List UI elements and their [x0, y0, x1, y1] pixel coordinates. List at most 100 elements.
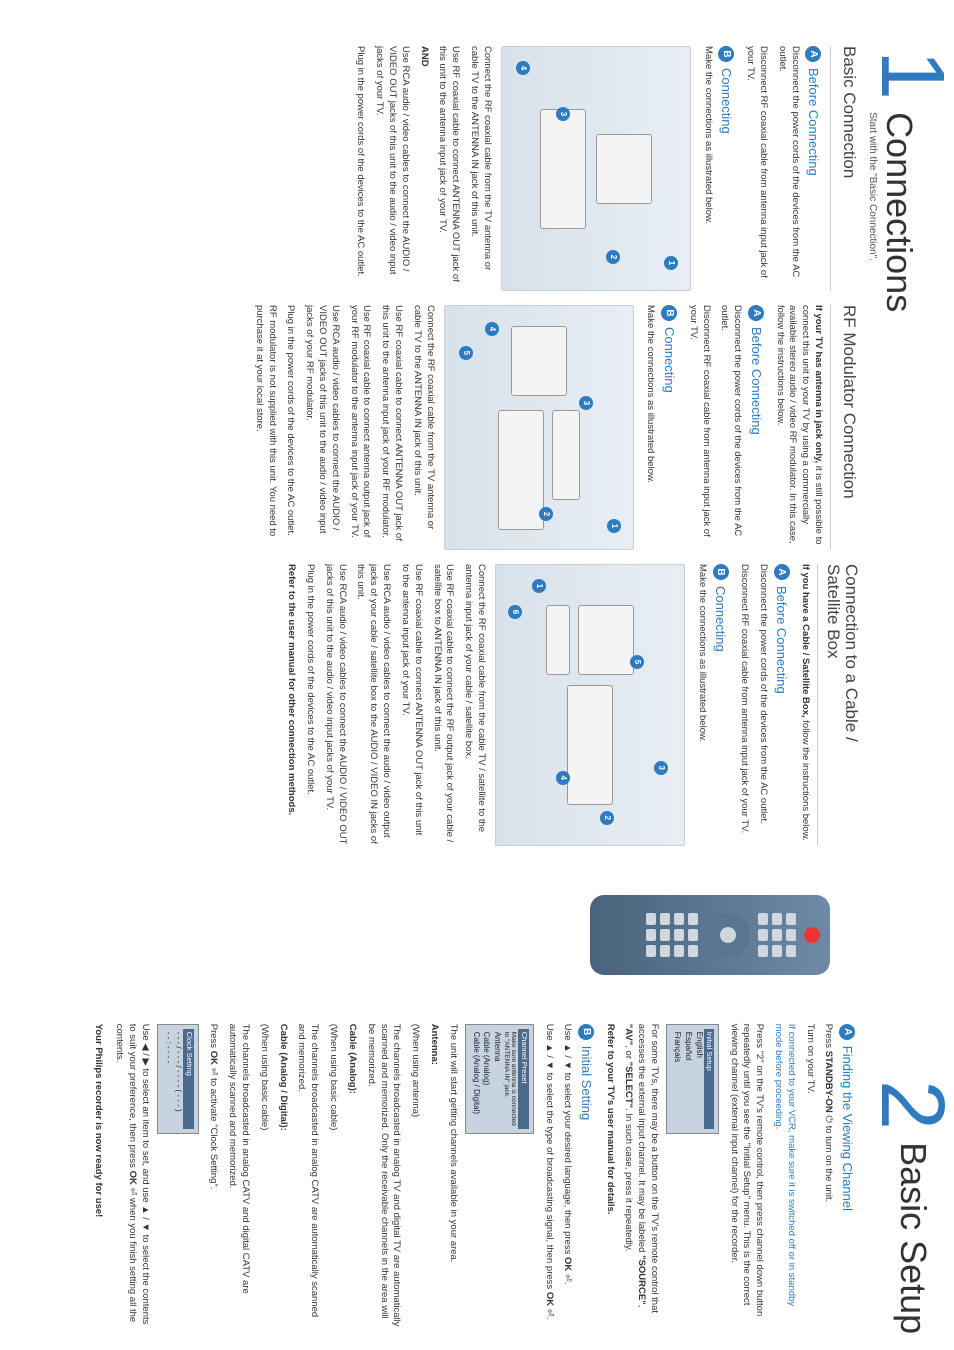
menu2-header: Channel Preset	[518, 1029, 528, 1129]
section-2-title: Basic Setup	[864, 1142, 954, 1334]
section-2-number: 2	[864, 1080, 954, 1142]
c3-diagram: 1 2 3 4 5 6	[495, 564, 685, 846]
s2-a-2: If connected to your VCR, make sure it i…	[771, 1024, 797, 1330]
c2-b-label: Connecting	[660, 327, 678, 393]
page: 1 Connections Start with the "Basic Conn…	[0, 0, 954, 1350]
s2-a-3: Press "2" on the TV's remote control, th…	[727, 1024, 765, 1330]
menu3-row: - - : - - - -	[162, 1029, 173, 1129]
c1-post-1: Use RF coaxial cable to connect ANTENNA …	[436, 46, 462, 291]
badge-2-icon: 2	[539, 507, 553, 521]
c3-post-5: Plug in the power cords of the devices t…	[303, 564, 316, 846]
s2-b-label: Initial Setting	[577, 1046, 595, 1120]
dpad-icon	[706, 913, 750, 957]
badge-2-icon: 2	[606, 250, 620, 264]
c1-b-label: Connecting	[718, 68, 736, 134]
badge-a-icon	[774, 564, 790, 580]
menu-clock-setting: Clock Setting - - - / - - - / - - - - ( …	[157, 1024, 199, 1134]
col-basic-connection: Basic Connection Before Connecting Disco…	[20, 46, 860, 291]
s2-a2-0: For some TVs, there may be a button on t…	[622, 1024, 660, 1330]
recorder-icon	[498, 410, 544, 530]
c1-b-p1: Make the connections as illustrated belo…	[701, 46, 714, 291]
c2-a-label: Before Connecting	[747, 327, 765, 435]
menu1-row: English	[693, 1029, 704, 1129]
menu2-row: Make sure antenna is connected to "ANTEN…	[502, 1029, 518, 1129]
tv-icon	[511, 326, 567, 396]
badge-a-icon	[839, 1024, 855, 1040]
menu1-row: Español	[682, 1029, 693, 1129]
menu3-row: - - - / - - - / - - - - ( - - - )	[173, 1029, 184, 1129]
s2-b3-0: Use ◀ / ▶ to select an item to set, and …	[112, 1024, 150, 1330]
c2-post-5: RF modulator is not supplied with this u…	[252, 305, 278, 550]
badge-4-icon: 4	[485, 322, 499, 336]
s2-b2-9: The channels broadcasted in analog CATV …	[225, 1024, 251, 1330]
s2-b2-1: Antenna:	[427, 1024, 440, 1330]
badge-1-icon: 1	[532, 579, 546, 593]
badge-3-icon: 3	[556, 107, 570, 121]
c3-a-p1: Disconnect the power cords of the device…	[756, 564, 769, 846]
rf-modulator-icon	[552, 410, 580, 500]
badge-3-icon: 3	[654, 761, 668, 775]
menu2-row: Cable (Analog / Digital)	[470, 1029, 481, 1129]
s2-a2-1: Refer to your TV's user manual for detai…	[603, 1024, 616, 1330]
c1-title: Basic Connection	[837, 46, 860, 291]
c2-post-1: Use RF coaxial cable to connect ANTENNA …	[378, 305, 404, 550]
c2-title: RF Modulator Connection	[837, 305, 860, 550]
badge-b-icon	[578, 1024, 594, 1040]
c3-post-3: Use RCA audio / video cables to connect …	[354, 564, 392, 846]
c3-b-label: Connecting	[712, 586, 730, 652]
c3-post-0: Connect the RF coaxial cable from the ca…	[461, 564, 487, 846]
badge-1-icon: 1	[664, 256, 678, 270]
c1-post-0: Connect the RF coaxial cable from the TV…	[467, 46, 493, 291]
c2-post-2: Use RF coaxial cable to connect antenna …	[347, 305, 373, 550]
section-2-header: 2 Basic Setup	[864, 830, 954, 1350]
tv-icon	[578, 605, 634, 675]
s2-b-1: Use ▲ / ▼ to select the type of broadcas…	[542, 1024, 555, 1330]
badge-b-icon	[719, 46, 735, 62]
menu-initial-setup: Initial Setup English Español Français	[666, 1024, 719, 1134]
section-1-subtitle: Start with the "Basic Connection".	[867, 112, 878, 312]
menu2-row: Antenna	[491, 1029, 502, 1129]
c2-a-p2: Disconnect RF coaxial cable from antenna…	[686, 305, 712, 550]
menu1-header: Initial Setup	[704, 1029, 714, 1129]
badge-2-icon: 2	[600, 811, 614, 825]
s2-b2-5: (When using basic cable)	[326, 1024, 339, 1330]
c1-post-4: Plug in the power cords of the devices t…	[354, 46, 367, 291]
c1-post-3: Use RCA audio / video cables to connect …	[372, 46, 410, 291]
s2-b2-7: Cable (Analog / Digital):	[276, 1024, 289, 1330]
c2-post-3: Use RCA audio / video cables to connect …	[302, 305, 340, 550]
section-1-number: 1	[864, 0, 954, 112]
power-button-icon	[804, 927, 820, 943]
c3-title: Connection to a Cable /Satellite Box	[824, 564, 860, 846]
badge-1-icon: 1	[607, 519, 621, 533]
c3-post-4: Use RCA audio / video cables to connect …	[322, 564, 348, 846]
badge-a-icon	[748, 305, 764, 321]
c2-diagram: 1 2 3 4 5	[444, 305, 634, 550]
s2-b2-10: Press OK ⏎ to activate "Clock Setting".	[207, 1024, 220, 1330]
c3-a-p2: Disconnect RF coaxial cable from antenna…	[737, 564, 750, 846]
c3-ref: Refer to the user manual for other conne…	[284, 564, 297, 846]
recorder-icon	[567, 685, 613, 805]
menu1-row: Français	[671, 1029, 682, 1129]
c2-post-0: Connect the RF coaxial cable from the TV…	[410, 305, 436, 550]
c3-post-1: Use RF coaxial cable to connect the RF o…	[430, 564, 456, 846]
s2-a-label: Finding the Viewing Channel	[838, 1046, 856, 1211]
s2-a-0: Press STANDBY-ON ⏻ to turn on the unit.	[822, 1024, 835, 1330]
badge-3-icon: 3	[579, 396, 593, 410]
col-remote	[20, 860, 860, 1010]
c2-b-p1: Make the connections as illustrated belo…	[644, 305, 657, 550]
columns: Basic Connection Before Connecting Disco…	[0, 0, 864, 1350]
remote-control-icon	[590, 895, 830, 975]
s2-b2-6: The channels broadcasted in analog CATV …	[295, 1024, 321, 1330]
c1-a-label: Before Connecting	[805, 68, 823, 176]
c1-post-2: AND	[417, 46, 430, 291]
tv-icon	[596, 134, 652, 204]
badge-b-icon	[661, 305, 677, 321]
badge-5-icon: 5	[630, 655, 644, 669]
menu-channel-preset: Channel Preset Make sure antenna is conn…	[465, 1024, 534, 1134]
s2-footer: Your Philips recorder is now ready for u…	[92, 1024, 105, 1330]
s2-b2-0: The unit will start getting channels ava…	[446, 1024, 459, 1330]
s2-a-1: Turn on your TV.	[803, 1024, 816, 1330]
c3-b-p1: Make the connections as illustrated belo…	[695, 564, 708, 846]
section-1-title: Connections	[878, 112, 940, 312]
menu2-row: Cable (Analog)	[481, 1029, 492, 1129]
